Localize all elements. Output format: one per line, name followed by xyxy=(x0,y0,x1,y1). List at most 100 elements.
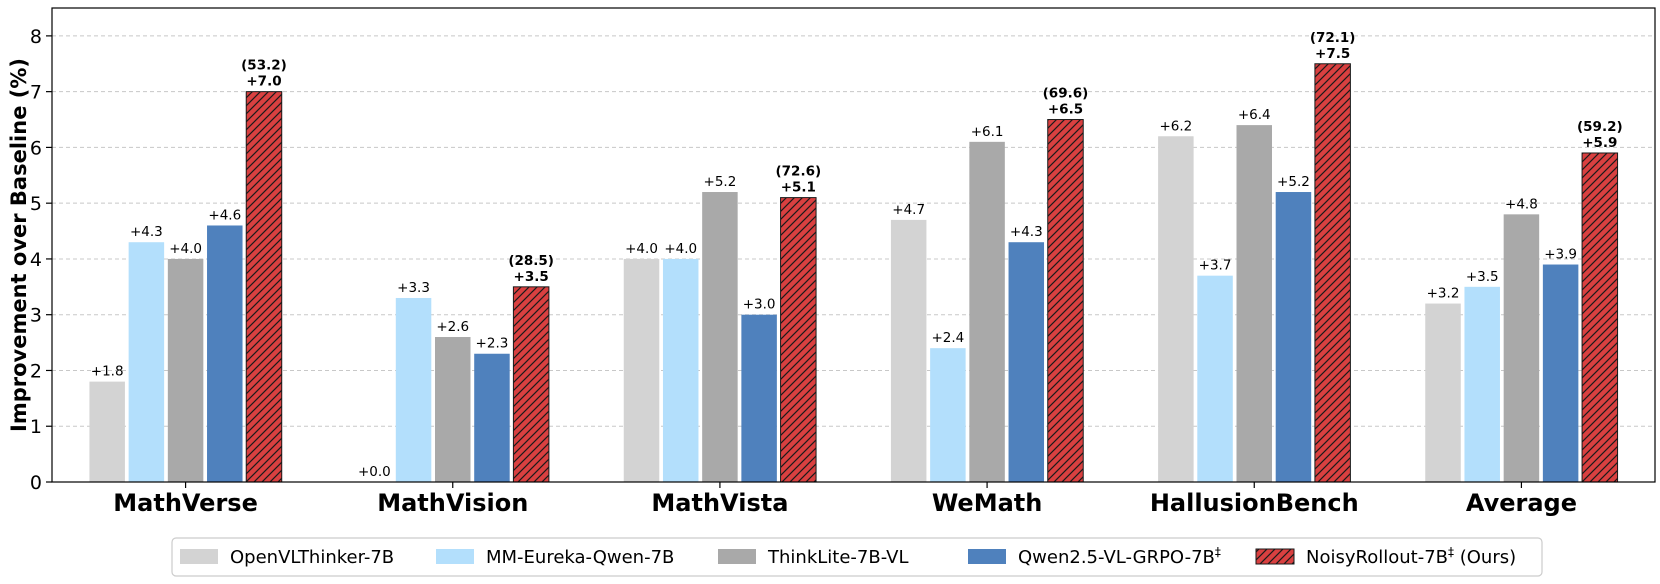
bar xyxy=(969,141,1005,482)
absolute-score-label: (69.6) xyxy=(1043,86,1089,102)
bar xyxy=(1503,214,1540,482)
value-label: +6.5 xyxy=(1048,102,1083,118)
value-label: +6.2 xyxy=(1159,118,1192,134)
legend-label: OpenVLThinker-7B xyxy=(230,547,394,568)
value-label: +2.6 xyxy=(436,319,469,335)
value-label: +4.8 xyxy=(1505,196,1538,212)
bar xyxy=(741,314,777,482)
bar xyxy=(1542,264,1579,482)
legend-series-name: NoisyRollout-7B xyxy=(1306,547,1448,568)
value-label: +2.4 xyxy=(931,330,964,346)
value-label: +5.9 xyxy=(1582,135,1617,151)
bar xyxy=(1425,303,1461,482)
legend-label: Qwen2.5-VL-GRPO-7B‡ xyxy=(1018,545,1221,568)
value-label: +4.0 xyxy=(625,241,658,257)
absolute-score-label: (53.2) xyxy=(241,58,287,74)
value-label: +2.3 xyxy=(476,336,509,352)
y-tick-label: 8 xyxy=(30,26,42,48)
legend-swatch xyxy=(1255,548,1295,565)
gridlines xyxy=(52,35,1655,427)
legend: OpenVLThinker-7B MM-Eureka-Qwen-7B ThinkLi… xyxy=(171,537,1543,577)
y-tick-label: 1 xyxy=(30,416,42,438)
bar xyxy=(167,258,204,482)
value-label: +0.0 xyxy=(358,464,391,480)
y-axis-label: Improvement over Baseline (%) xyxy=(7,58,31,432)
bar xyxy=(780,197,817,483)
y-tick-label: 7 xyxy=(30,82,42,104)
legend-box xyxy=(171,537,1543,577)
value-label: +6.4 xyxy=(1238,107,1271,123)
bar xyxy=(474,353,510,482)
legend-series-name: OpenVLThinker-7B xyxy=(230,547,394,568)
bar xyxy=(245,91,283,483)
value-labels: +1.8 +4.3 +4.0 +4.6 +7.0(53.2) +0.0 +3.3 +2.6 +2… xyxy=(91,30,1623,480)
absolute-score-label: (28.5) xyxy=(508,253,554,269)
value-label: +3.2 xyxy=(1427,286,1460,302)
bar xyxy=(1236,125,1272,482)
x-category-label: WeMath xyxy=(932,489,1043,517)
bar xyxy=(1275,192,1312,482)
bar xyxy=(1464,286,1500,482)
legend-swatch xyxy=(180,549,218,564)
legend-swatch xyxy=(436,549,474,564)
bar xyxy=(512,286,550,483)
x-category-label: MathVision xyxy=(377,489,528,517)
plot-frame xyxy=(51,7,1656,483)
value-label: +3.7 xyxy=(1199,258,1232,274)
value-label: +3.0 xyxy=(743,297,776,313)
y-tick-label: 4 xyxy=(30,249,42,271)
absolute-score-label: (72.1) xyxy=(1310,30,1356,46)
bar xyxy=(128,242,165,482)
y-axis: 0 1 2 3 4 5 6 7 8 xyxy=(30,26,52,494)
bars xyxy=(89,63,1619,483)
x-axis: MathVerse MathVision MathVista WeMath Hallus… xyxy=(113,482,1577,517)
value-label: +1.8 xyxy=(91,364,124,380)
value-label: +5.1 xyxy=(781,180,816,196)
bar xyxy=(1047,119,1084,483)
y-tick-label: 6 xyxy=(30,137,42,159)
legend-label: ThinkLite-7B-VL xyxy=(767,547,908,568)
bar xyxy=(702,192,738,482)
bar xyxy=(207,225,243,482)
y-tick-label: 0 xyxy=(30,472,42,494)
bar xyxy=(662,258,699,482)
bar xyxy=(89,381,125,482)
legend-swatch xyxy=(968,549,1006,564)
legend-series-name: ThinkLite-7B-VL xyxy=(767,547,908,568)
bar xyxy=(1197,275,1233,482)
absolute-score-label: (59.2) xyxy=(1577,119,1623,135)
value-label: +6.1 xyxy=(971,124,1004,140)
x-category-label: HallusionBench xyxy=(1150,489,1359,517)
x-category-label: MathVista xyxy=(651,489,788,517)
value-label: +5.2 xyxy=(1277,174,1310,190)
bar xyxy=(890,219,927,482)
legend-label: MM-Eureka-Qwen-7B xyxy=(486,547,674,568)
legend-suffix: (Ours) xyxy=(1454,547,1516,568)
y-tick-label: 3 xyxy=(30,305,42,327)
bar xyxy=(1158,136,1194,482)
legend-superscript: ‡ xyxy=(1215,545,1221,559)
value-label: +3.5 xyxy=(1466,269,1499,285)
value-label: +5.2 xyxy=(704,174,737,190)
x-category-label: MathVerse xyxy=(113,489,258,517)
value-label: +4.0 xyxy=(664,241,697,257)
value-label: +7.0 xyxy=(246,74,281,90)
absolute-score-label: (72.6) xyxy=(775,164,821,180)
legend-swatch xyxy=(718,549,756,564)
bar xyxy=(1581,152,1619,483)
value-label: +3.3 xyxy=(397,280,430,296)
legend-label: NoisyRollout-7B‡ (Ours) xyxy=(1306,545,1516,568)
value-label: +4.6 xyxy=(208,207,241,223)
y-tick-label: 2 xyxy=(30,360,42,382)
value-label: +7.5 xyxy=(1315,46,1350,62)
value-label: +4.3 xyxy=(130,224,163,240)
bar xyxy=(1008,242,1045,482)
value-label: +4.0 xyxy=(169,241,202,257)
value-label: +4.7 xyxy=(892,202,925,218)
y-tick-label: 5 xyxy=(30,193,42,215)
x-category-label: Average xyxy=(1466,489,1577,517)
bar xyxy=(930,348,966,482)
legend-superscript: ‡ xyxy=(1448,545,1454,559)
bar xyxy=(435,337,471,482)
